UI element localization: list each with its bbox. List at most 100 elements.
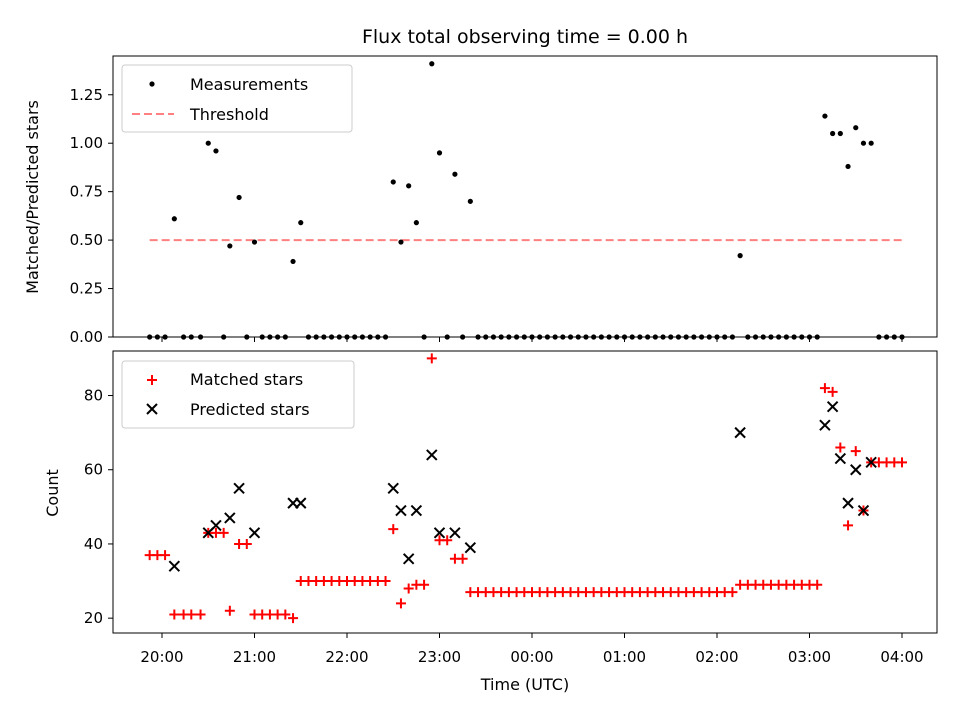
measurement-point	[614, 334, 620, 340]
xtick-label: 03:00	[788, 648, 831, 666]
matched-star-point	[280, 609, 291, 620]
matched-star-point	[426, 353, 437, 364]
measurement-point	[660, 334, 666, 340]
bottom-ytick-label: 40	[84, 535, 103, 553]
top-chart-title: Flux total observing time = 0.00 h	[362, 26, 688, 48]
measurement-point	[467, 198, 473, 204]
bottom-panel: 20 40 60 80 20:00 21:00 22:00 23:00 00:00 01:00 0…	[43, 350, 938, 694]
predicted-star-point	[834, 452, 847, 465]
measurement-point	[791, 334, 797, 340]
x-axis-label: Time (UTC)	[480, 675, 569, 694]
top-ytick-label: 0.25	[70, 280, 103, 298]
measurement-point	[213, 148, 219, 154]
measurement-point	[629, 334, 635, 340]
matched-star-point	[388, 524, 399, 535]
predicted-star-point	[248, 527, 261, 539]
measurement-point	[575, 334, 581, 340]
measurement-point	[868, 140, 874, 146]
measurement-point	[683, 334, 689, 340]
predicted-star-point	[850, 464, 862, 476]
top-legend: Measurements Threshold	[121, 64, 353, 133]
measurement-point	[275, 334, 281, 340]
xtick-label: 02:00	[695, 648, 738, 666]
predicted-star-point	[464, 541, 477, 554]
measurement-point	[837, 130, 843, 137]
matched-star-point	[827, 386, 838, 397]
measurement-point	[328, 334, 335, 340]
measurement-point	[776, 334, 782, 340]
matched-star-point	[218, 527, 229, 538]
measurement-point	[652, 334, 658, 340]
measurement-point	[737, 253, 743, 259]
measurement-point	[637, 334, 643, 340]
predicted-star-point	[842, 497, 854, 509]
measurement-point	[760, 334, 766, 340]
measurement-point	[171, 216, 177, 222]
measurement-point	[830, 130, 836, 137]
matched-star-point	[419, 579, 430, 590]
measurement-point	[591, 334, 597, 340]
measurement-point	[197, 334, 204, 340]
measurement-point	[359, 334, 366, 340]
measurement-point	[529, 334, 535, 340]
measurement-point	[891, 334, 897, 340]
top-ytick-label: 1.25	[70, 86, 103, 104]
matched-star-point	[442, 535, 453, 546]
measurement-point	[675, 334, 682, 340]
measurement-point	[506, 334, 512, 340]
predicted-star-point	[387, 482, 399, 494]
measurement-point	[298, 220, 304, 226]
xtick-label: 20:00	[140, 648, 183, 666]
matched-star-point	[195, 609, 206, 620]
measurement-point	[560, 334, 566, 340]
legend-measurements-label: Measurements	[190, 75, 308, 94]
measurement-point	[367, 334, 373, 340]
predicted-star-point	[449, 527, 461, 539]
predicted-star-point	[395, 504, 407, 517]
measurement-point	[822, 113, 828, 119]
predicted-star-point	[210, 519, 222, 532]
measurement-point	[645, 334, 651, 340]
predicted-star-point	[295, 497, 307, 509]
bottom-x-axis: 20:00 21:00 22:00 23:00 00:00 01:00 02:00 03:00…	[140, 633, 924, 666]
predicted-star-point	[233, 482, 245, 494]
measurement-point	[521, 334, 527, 340]
measurement-point	[606, 334, 612, 340]
measurement-point	[413, 220, 419, 226]
predicted-star-point	[857, 504, 870, 517]
measurement-point	[899, 334, 905, 340]
xtick-label: 04:00	[880, 648, 923, 666]
predicted-star-point	[865, 456, 877, 469]
measurement-point	[513, 334, 520, 340]
measurement-point	[162, 334, 168, 340]
measurement-point	[406, 183, 412, 189]
measurement-point	[352, 334, 358, 340]
measurement-point	[698, 334, 705, 340]
top-y-axis-label: Matched/Predicted stars	[23, 100, 42, 294]
measurement-point	[313, 334, 319, 340]
matched-star-point	[380, 576, 391, 587]
measurement-point	[853, 125, 859, 131]
measurement-point	[806, 334, 813, 340]
bottom-ytick-label: 80	[84, 387, 103, 405]
measurement-point	[251, 239, 258, 245]
predicted-star-point	[819, 419, 831, 431]
predicted-star-point	[402, 553, 415, 565]
predicted-star-point	[410, 504, 423, 517]
measurement-point	[768, 334, 774, 340]
xtick-label: 00:00	[510, 648, 553, 666]
measurement-point	[552, 334, 558, 340]
measurement-point	[259, 334, 265, 340]
matched-star-point	[395, 598, 406, 609]
measurement-point	[321, 334, 327, 340]
measurement-point	[883, 334, 890, 340]
matched-star-point	[224, 605, 235, 616]
measurement-point	[375, 334, 381, 340]
matched-star-point	[727, 587, 738, 598]
measurement-point	[452, 171, 458, 177]
measurement-point	[537, 334, 543, 340]
legend-threshold-label: Threshold	[189, 105, 269, 124]
matched-star-point	[160, 550, 171, 561]
top-ytick-label: 0.50	[70, 231, 103, 249]
measurement-point	[621, 334, 628, 340]
